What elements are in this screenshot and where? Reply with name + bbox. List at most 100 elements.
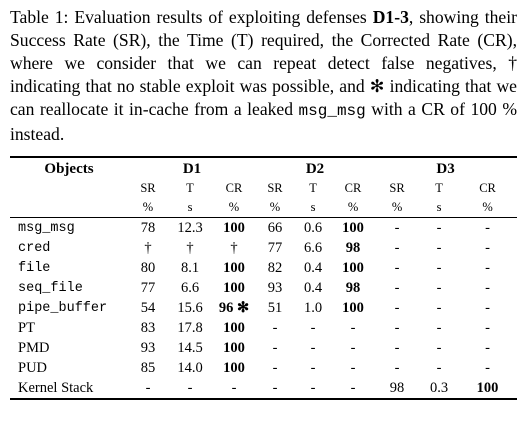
table-cell: 66	[256, 217, 295, 238]
caption-text-1: Table 1: Evaluation results of exploitin…	[10, 7, 373, 27]
object-name: PUD	[18, 359, 48, 376]
results-table: Objects D1 D2 D3 SR T CR SR T CR SR T CR…	[10, 156, 518, 400]
objects-header: Objects	[10, 156, 128, 180]
object-name: pipe_buffer	[18, 300, 108, 316]
table-cell: -	[436, 359, 442, 376]
table-row: Kernel Stack - - - - - -98 0.3 100	[10, 378, 518, 400]
table-cell: -	[310, 339, 316, 356]
table-cell: -	[485, 299, 490, 316]
table-cell: 98	[345, 239, 361, 256]
table-cell: 93	[140, 339, 156, 356]
object-name: cred	[18, 240, 51, 256]
table-cell: -	[436, 299, 442, 316]
table-cell: 100	[212, 217, 257, 238]
table-cell: -	[485, 259, 490, 276]
table-cell: -	[394, 259, 400, 276]
table-cell: -	[310, 319, 316, 336]
table-cell: -	[394, 299, 400, 316]
table-cell: -	[420, 217, 459, 238]
table-row: msg_msg 78 12.3 100 66 0.6 100- - -	[10, 217, 518, 238]
table-cell: -	[485, 359, 490, 376]
table-cell: 8.1	[180, 259, 200, 276]
group-header-row: Objects D1 D2 D3	[10, 156, 518, 180]
table-cell: -	[310, 359, 316, 376]
table-cell: 100	[332, 217, 375, 238]
unit-header: s	[310, 199, 316, 214]
table-cell: 100	[223, 339, 245, 356]
table-cell: -	[485, 339, 490, 356]
table-cell: -	[128, 378, 168, 400]
table-cell: 100	[342, 259, 364, 276]
table-cell: -	[350, 339, 356, 356]
unit-header: %	[142, 199, 154, 214]
table-cell: -	[332, 378, 375, 400]
table-cell: 0.6	[294, 217, 333, 238]
unit-header-row: % s % % s % % s %	[10, 197, 517, 218]
table-cell: 77	[267, 239, 283, 256]
table-cell: †	[230, 239, 238, 256]
unit-header: s	[436, 199, 442, 214]
table-cell: 17.8	[177, 319, 203, 336]
table-cell: -	[485, 279, 490, 296]
object-name: Kernel Stack	[10, 378, 128, 400]
table-cell: -	[394, 339, 400, 356]
table-cell: 85	[140, 359, 156, 376]
group-header-d1: D1	[128, 156, 257, 180]
table-cell: -	[350, 319, 356, 336]
table-cell: -	[436, 239, 442, 256]
table-cell: -	[272, 319, 278, 336]
table-cell: -	[436, 319, 442, 336]
unit-header: %	[391, 199, 403, 214]
table-row: pipe_buffer 54 15.6 96 ✻ 51 1.0 100 - - -	[10, 298, 517, 318]
table-row: PMD 93 14.5 100 - - - - - -	[10, 338, 517, 358]
table-cell: 96 ✻	[218, 299, 250, 316]
object-name: msg_msg	[10, 217, 128, 238]
object-name: seq_file	[18, 280, 83, 296]
table-cell: -	[272, 339, 278, 356]
table-cell: -	[485, 319, 490, 336]
group-header-d3: D3	[374, 156, 518, 180]
table-cell: -	[294, 378, 333, 400]
caption-text-3: with a CR of 100 % instead.	[10, 99, 517, 144]
table-cell: -	[374, 217, 421, 238]
table-cell: -	[436, 259, 442, 276]
table-cell: 100	[223, 319, 245, 336]
group-header-d2: D2	[256, 156, 375, 180]
table-cell: -	[350, 359, 356, 376]
metric-header-row: SR T CR SR T CR SR T CR	[10, 180, 517, 197]
metric-header: SR	[389, 181, 405, 195]
table-cell: 14.5	[177, 339, 203, 356]
object-name: file	[18, 260, 51, 276]
table-cell: 98	[374, 378, 421, 400]
table-cell: 15.6	[177, 299, 203, 316]
table-cell: -	[458, 217, 518, 238]
unit-header: %	[269, 199, 281, 214]
table-cell: -	[394, 319, 400, 336]
table-row: seq_file 77 6.6 100 93 0.4 98 - - -	[10, 278, 517, 298]
metric-header: CR	[344, 181, 362, 195]
caption-defenses-label: D1-3	[372, 7, 409, 27]
table-row: file 80 8.1 100 82 0.4 100 - - -	[10, 258, 517, 278]
table-cell: -	[436, 279, 442, 296]
caption-text-2: , showing their Success Rate (SR), the T…	[10, 7, 517, 119]
object-name: PT	[18, 319, 35, 336]
unit-header: %	[228, 199, 240, 214]
table-cell: 100	[342, 299, 364, 316]
table-cell: 78	[128, 217, 168, 238]
table-cell: -	[394, 239, 400, 256]
table-body: msg_msg 78 12.3 100 66 0.6 100- - - cred † † † 77 6.6 9…	[10, 217, 518, 400]
table-cell: 1.0	[303, 299, 323, 316]
table-row: PT 83 17.8 100 - - - - - -	[10, 318, 517, 338]
unit-header: %	[347, 199, 359, 214]
metric-header: SR	[267, 181, 283, 195]
table-row: PUD 85 14.0 100 - - - - - -	[10, 358, 517, 378]
table-cell: 100	[458, 378, 518, 400]
metric-header: CR	[479, 181, 496, 195]
table-cell: 83	[140, 319, 156, 336]
table-cell: -	[436, 339, 442, 356]
metric-header: SR	[140, 181, 156, 195]
unit-header: s	[187, 199, 193, 214]
metric-header: T	[186, 181, 194, 195]
caption-code: msg_msg	[298, 102, 366, 120]
